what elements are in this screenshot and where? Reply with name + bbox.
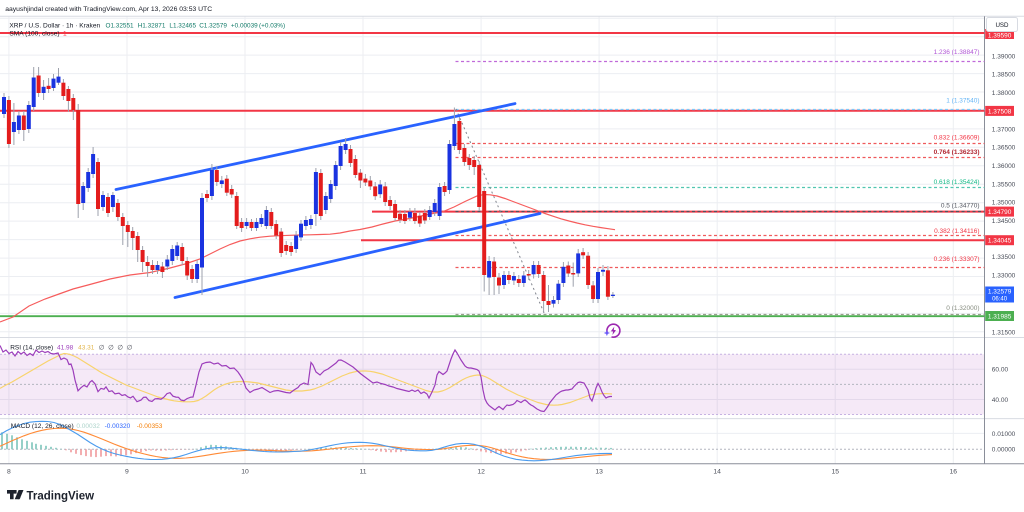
svg-text:USD: USD xyxy=(995,22,1009,29)
svg-text:H1.32871: H1.32871 xyxy=(138,22,166,29)
svg-text:1.34500: 1.34500 xyxy=(992,218,1016,225)
svg-text:C1.32579: C1.32579 xyxy=(199,22,227,29)
svg-text:1.34790: 1.34790 xyxy=(988,209,1012,216)
svg-text:1.33000: 1.33000 xyxy=(992,272,1016,279)
svg-text:1.32579: 1.32579 xyxy=(988,289,1012,296)
svg-text:10: 10 xyxy=(241,468,249,475)
svg-text:RSI (14, close): RSI (14, close) xyxy=(10,345,53,352)
svg-text:(+0.03%): (+0.03%) xyxy=(259,22,285,29)
svg-text:13: 13 xyxy=(595,468,603,475)
svg-text:0 (1.32000): 0 (1.32000) xyxy=(946,305,979,312)
svg-text:1 (1.37540): 1 (1.37540) xyxy=(946,98,979,105)
svg-text:TradingView: TradingView xyxy=(27,490,95,502)
svg-text:1.31985: 1.31985 xyxy=(988,313,1012,320)
svg-text:L1.32465: L1.32465 xyxy=(169,22,196,29)
svg-text:0.764 (1.36233): 0.764 (1.36233) xyxy=(934,149,980,156)
svg-text:O1.32551: O1.32551 xyxy=(106,22,135,29)
svg-text:XRP / U.S. Dollar · 1h · Krake: XRP / U.S. Dollar · 1h · Kraken xyxy=(9,22,100,29)
svg-text:14: 14 xyxy=(713,468,721,475)
svg-text:SMA (100, close): SMA (100, close) xyxy=(9,30,59,37)
svg-text:0.00032: 0.00032 xyxy=(76,423,100,430)
svg-text:0.5 (1.34770): 0.5 (1.34770) xyxy=(941,203,980,210)
svg-text:1.236 (1.38847): 1.236 (1.38847) xyxy=(934,49,980,56)
svg-text:∅: ∅ xyxy=(117,345,123,352)
svg-text:41.98: 41.98 xyxy=(57,345,74,352)
svg-text:0.236 (1.33307): 0.236 (1.33307) xyxy=(934,256,980,263)
svg-text:1.38500: 1.38500 xyxy=(992,72,1016,79)
svg-text:∅: ∅ xyxy=(127,345,133,352)
svg-text:1.31500: 1.31500 xyxy=(992,330,1016,337)
svg-text:1.35000: 1.35000 xyxy=(992,200,1016,207)
svg-text:9: 9 xyxy=(125,468,129,475)
svg-text:43.31: 43.31 xyxy=(78,345,95,352)
svg-text:1.37000: 1.37000 xyxy=(992,126,1016,133)
svg-text:1.36500: 1.36500 xyxy=(992,145,1016,152)
svg-text:0.382 (1.34116): 0.382 (1.34116) xyxy=(934,228,979,235)
svg-text:1.39000: 1.39000 xyxy=(992,53,1016,60)
svg-text:1.35500: 1.35500 xyxy=(992,182,1016,189)
svg-text:8: 8 xyxy=(7,468,11,475)
svg-text:∅: ∅ xyxy=(108,345,114,352)
svg-text:15: 15 xyxy=(831,468,839,475)
svg-text:1: 1 xyxy=(63,30,67,37)
svg-text:-0.00320: -0.00320 xyxy=(105,423,131,430)
svg-text:1.38000: 1.38000 xyxy=(992,90,1016,97)
svg-text:+0.00039: +0.00039 xyxy=(231,22,258,29)
svg-text:06:40: 06:40 xyxy=(992,297,1008,303)
svg-text:∅: ∅ xyxy=(99,345,105,352)
svg-text:12: 12 xyxy=(477,468,485,475)
svg-text:aayushjindal created with Trad: aayushjindal created with TradingView.co… xyxy=(5,6,212,13)
svg-text:0.00000: 0.00000 xyxy=(992,447,1016,454)
svg-text:60.00: 60.00 xyxy=(992,367,1009,374)
svg-text:1.36000: 1.36000 xyxy=(992,163,1016,170)
svg-text:1.34045: 1.34045 xyxy=(988,238,1012,245)
svg-text:11: 11 xyxy=(360,468,367,475)
svg-text:0.618 (1.35424): 0.618 (1.35424) xyxy=(934,179,980,186)
svg-text:1.37508: 1.37508 xyxy=(988,108,1012,115)
svg-text:1.33500: 1.33500 xyxy=(992,254,1016,261)
svg-text:1.39590: 1.39590 xyxy=(988,33,1012,40)
svg-text:0.832 (1.36609): 0.832 (1.36609) xyxy=(934,135,980,142)
svg-text:16: 16 xyxy=(950,468,958,475)
svg-text:40.00: 40.00 xyxy=(992,397,1009,404)
svg-text:MACD (12, 26, close): MACD (12, 26, close) xyxy=(11,423,74,430)
svg-text:-0.00353: -0.00353 xyxy=(137,423,163,430)
svg-text:0.01000: 0.01000 xyxy=(992,431,1016,438)
